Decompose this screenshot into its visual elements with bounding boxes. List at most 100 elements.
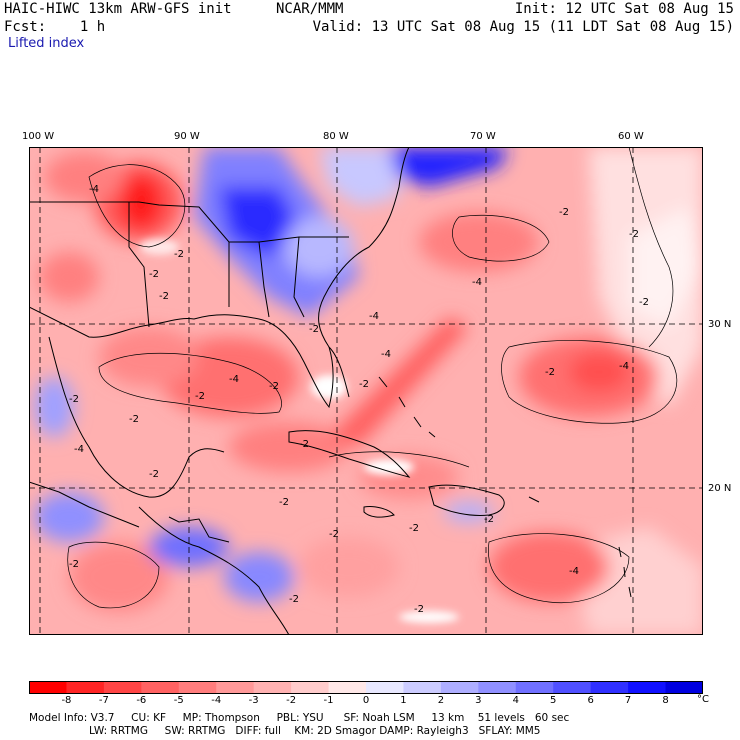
colorbar-cell xyxy=(141,681,180,694)
lon-label-90w: 90 W xyxy=(174,131,200,142)
contour-pacific xyxy=(67,541,160,609)
lesser-antilles xyxy=(618,546,632,598)
texas-border xyxy=(128,202,150,328)
colorbar-cell xyxy=(29,681,67,694)
gulf-atlantic-coast xyxy=(29,147,410,409)
coastlines xyxy=(29,147,632,635)
contour-label: -2 xyxy=(279,497,289,508)
contour-south-cuba xyxy=(328,451,470,468)
contour-label: -4 xyxy=(569,566,579,577)
colorbar-tick-label: 8 xyxy=(662,695,669,706)
us-state-line xyxy=(29,201,349,243)
contour-label: -2 xyxy=(545,367,555,378)
puerto-rico xyxy=(528,496,540,503)
colorbar xyxy=(29,681,703,694)
colorbar-cell xyxy=(553,681,592,694)
contour-label: -2 xyxy=(409,523,419,534)
guatemala-border xyxy=(168,516,230,543)
colorbar-cell xyxy=(328,681,367,694)
contour-label: -4 xyxy=(229,374,239,385)
contour-label: -2 xyxy=(289,594,299,605)
colorbar-tick-label: 2 xyxy=(437,695,445,706)
colorbar-cell xyxy=(440,681,479,694)
colorbar-tick-label: 0 xyxy=(362,695,370,706)
cuba xyxy=(288,430,411,478)
hispaniola xyxy=(428,484,505,516)
colorbar-cell xyxy=(366,681,404,694)
central-america-coast xyxy=(138,506,290,635)
colorbar-cell xyxy=(403,681,442,694)
lat-label-30n: 30 N xyxy=(708,319,732,330)
colorbar-cell xyxy=(103,681,142,694)
bahamas xyxy=(378,376,436,438)
colorbar-tick-label: -7 xyxy=(98,695,109,706)
lat-label-20n: 20 N xyxy=(708,483,732,494)
colorbar-cell xyxy=(478,681,517,694)
shading-layer xyxy=(34,147,703,635)
contour-gulf xyxy=(98,352,282,414)
colorbar-cell xyxy=(515,681,554,694)
colorbar-cell xyxy=(628,681,667,694)
colorbar-cell xyxy=(253,681,292,694)
contour-label: -4 xyxy=(74,444,84,455)
lifted-index-map: -4 -2 -2 -2 -2 -4 -2 -4 -2 -2 -4 -2 -2 -… xyxy=(29,147,703,635)
lon-label-100w: 100 W xyxy=(22,131,55,142)
colorbar-tick-label: 5 xyxy=(550,695,557,706)
contour-label: -2 xyxy=(269,381,279,392)
colorbar-unit: °C xyxy=(697,694,709,705)
contour-label: -2 xyxy=(414,604,424,615)
contour-label: -4 xyxy=(369,311,379,322)
field-name: Lifted index xyxy=(8,36,85,51)
init-time: Init: 12 UTC Sat 08 Aug 15 xyxy=(514,1,734,17)
contour-atlantic-north xyxy=(452,214,550,262)
colorbar-tick-label: 6 xyxy=(587,695,594,706)
contour-label: -2 xyxy=(149,469,159,480)
colorbar-tick-label: -4 xyxy=(211,695,222,706)
colorbar-tick-label: -3 xyxy=(248,695,259,706)
contour-label: -2 xyxy=(69,559,79,570)
contour-label: -2 xyxy=(559,207,569,218)
contour-label: -2 xyxy=(484,514,494,525)
jamaica xyxy=(363,506,395,518)
map-frame xyxy=(29,147,703,635)
contour-label: -2 xyxy=(159,291,169,302)
contour-lines xyxy=(67,147,678,609)
georgia-line xyxy=(293,236,305,318)
colorbar-cell xyxy=(216,681,255,694)
contour-label: -2 xyxy=(359,379,369,390)
lon-label-80w: 80 W xyxy=(323,131,349,142)
mexico-coast xyxy=(48,336,225,498)
colorbar-tick-label: 7 xyxy=(624,695,632,706)
contour-value-labels: -4 -2 -2 -2 -2 -4 -2 -4 -2 -2 -4 -2 -2 -… xyxy=(69,184,649,615)
lon-label-70w: 70 W xyxy=(470,131,496,142)
colorbar-tick-label: -8 xyxy=(61,695,72,706)
model-title: HAIC-HIWC 13km ARW-GFS init xyxy=(4,1,232,17)
white-patches xyxy=(139,239,459,623)
colorbar-tick-label: -2 xyxy=(286,695,297,706)
colorbar-cell xyxy=(291,681,330,694)
contour-label: -4 xyxy=(619,361,629,372)
valid-time: Valid: 13 UTC Sat 08 Aug 15 (11 LDT Sat … xyxy=(312,19,734,35)
contour-label: -2 xyxy=(195,391,205,402)
contour-caribbean xyxy=(488,533,630,604)
contour-label: -2 xyxy=(69,394,79,405)
colorbar-cell xyxy=(590,681,629,694)
contour-label: -2 xyxy=(299,439,309,450)
colorbar-cell xyxy=(66,681,105,694)
contour-atlantic xyxy=(501,340,678,424)
contour-label: -4 xyxy=(89,184,99,195)
contour-label: -2 xyxy=(174,249,184,260)
contour-minus4-ne xyxy=(88,164,186,248)
contour-east xyxy=(628,147,674,348)
contour-label: -2 xyxy=(309,324,319,335)
model-info-line2: LW: RRTMG SW: RRTMG DIFF: full KM: 2D Sm… xyxy=(89,725,541,737)
colorbar-tick-label: -1 xyxy=(323,695,334,706)
lat-lon-grid xyxy=(29,147,703,635)
contour-label: -4 xyxy=(381,349,391,360)
colorbar-tick-label: 1 xyxy=(400,695,407,706)
colorbar-cell xyxy=(178,681,217,694)
contour-label: -2 xyxy=(639,297,649,308)
colorbar-cell xyxy=(665,681,703,694)
mexico-pacific-coast xyxy=(29,481,140,528)
colorbar-tick-label: 4 xyxy=(512,695,519,706)
